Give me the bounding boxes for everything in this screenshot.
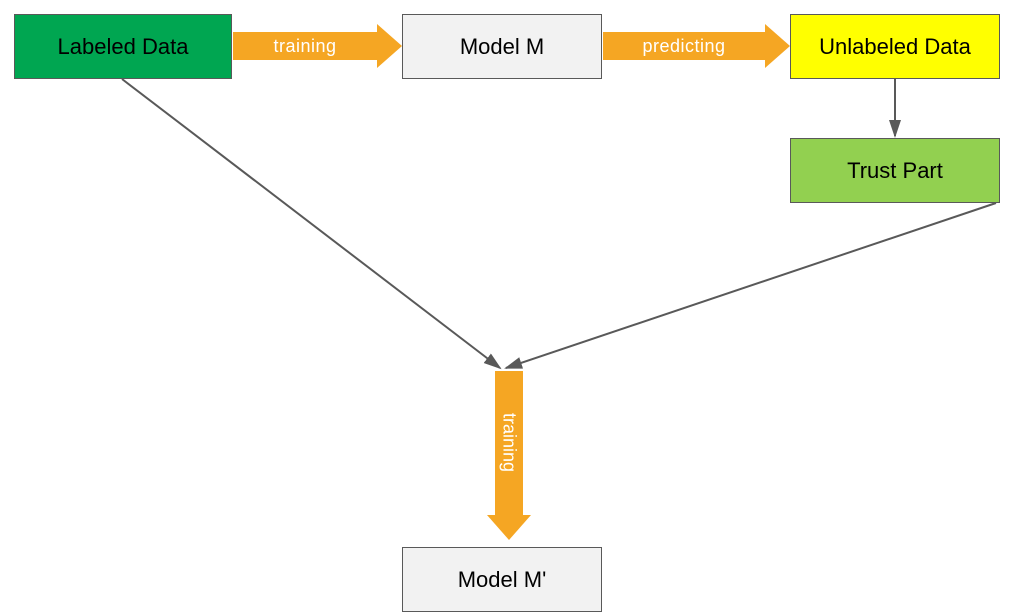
node-trust-part: Trust Part — [790, 138, 1000, 203]
arrow-label: predicting — [642, 36, 725, 57]
arrow-training-2: training — [487, 370, 531, 540]
node-model-m-prime: Model M' — [402, 547, 602, 612]
arrow-label: training — [499, 413, 520, 472]
node-label: Model M — [460, 34, 544, 60]
arrow-head-icon — [487, 515, 531, 540]
node-labeled-data: Labeled Data — [14, 14, 232, 79]
node-label: Labeled Data — [58, 34, 189, 60]
arrow-predicting: predicting — [602, 24, 790, 68]
arrow-label: training — [273, 36, 336, 57]
node-label: Trust Part — [847, 158, 943, 184]
node-unlabeled-data: Unlabeled Data — [790, 14, 1000, 79]
edge-trust-to-merge — [506, 203, 996, 368]
arrow-head-icon — [377, 24, 402, 68]
edge-labeled-to-merge — [122, 79, 500, 368]
arrow-head-icon — [765, 24, 790, 68]
arrow-training-1: training — [232, 24, 402, 68]
node-model-m: Model M — [402, 14, 602, 79]
node-label: Model M' — [458, 567, 547, 593]
node-label: Unlabeled Data — [819, 34, 971, 60]
